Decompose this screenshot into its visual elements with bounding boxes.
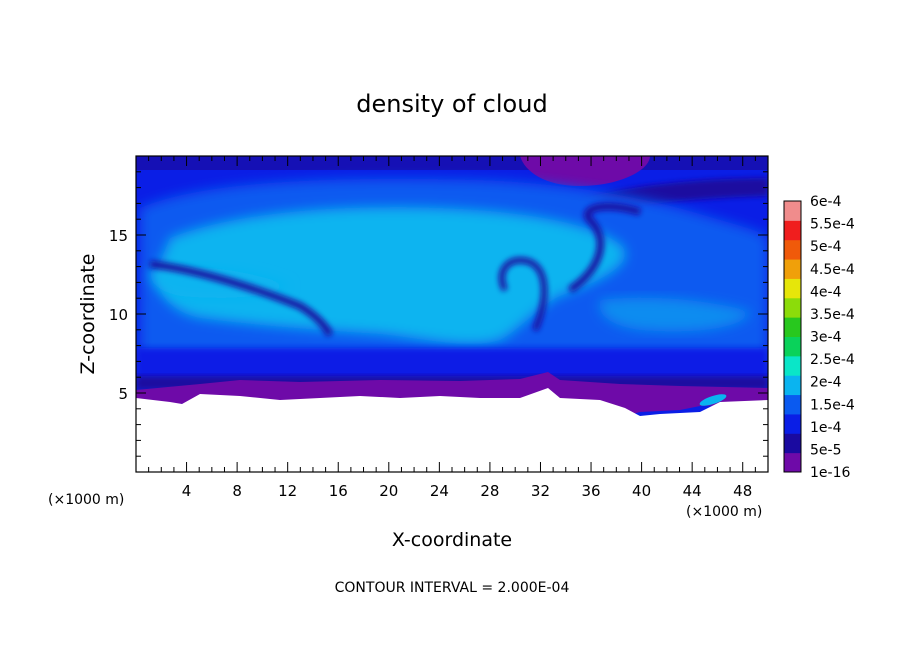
purple-top-patch	[520, 156, 650, 186]
colorbar-segment	[784, 239, 801, 260]
cyan-spot	[699, 394, 727, 406]
colorbar-segment	[784, 433, 801, 454]
colorbar-label: 3e-4	[810, 330, 842, 346]
dark-filament-left	[149, 260, 334, 337]
colorbar-segment	[784, 336, 801, 357]
x-tick-label: 36	[581, 482, 600, 500]
x-tick-label: 32	[531, 482, 550, 500]
colorbar-segment	[784, 201, 801, 221]
x-unit-left: (×1000 m)	[48, 492, 124, 508]
dark-filament-center	[498, 257, 548, 332]
chart-title: density of cloud	[356, 90, 547, 118]
colorbar-label: 1e-4	[810, 420, 842, 436]
y-tick-label: 15	[109, 227, 128, 245]
colorbar-segment	[784, 355, 801, 376]
colorbar-label: 5.5e-4	[810, 217, 855, 233]
x-tick-label: 12	[278, 482, 297, 500]
y-tick-label: 10	[109, 306, 128, 324]
cyan-right-lobe	[599, 297, 752, 332]
colorbar-segment	[784, 394, 801, 415]
x-tick-label: 48	[733, 482, 752, 500]
x-tick-label: 4	[182, 482, 192, 500]
x-tick-label: 20	[379, 482, 398, 500]
colorbar-label: 2.5e-4	[810, 352, 855, 368]
colorbar-segment	[784, 259, 801, 279]
dark-filament-right	[567, 203, 642, 293]
contour-field	[136, 156, 768, 472]
y-axis-label: Z-coordinate	[77, 254, 99, 375]
x-tick-label: 44	[683, 482, 702, 500]
x-tick-label: 28	[480, 482, 499, 500]
colorbar-label: 1.5e-4	[810, 397, 855, 413]
colorbar-label: 5e-4	[810, 239, 842, 255]
contour-interval-note: CONTOUR INTERVAL = 2.000E-04	[335, 580, 570, 596]
colorbar-label: 3.5e-4	[810, 307, 855, 323]
terrain-white-mask	[136, 388, 768, 472]
colorbar-label: 6e-4	[810, 194, 842, 210]
x-tick-label: 8	[232, 482, 242, 500]
purple-right-streak	[560, 178, 768, 222]
colorbar-label: 1e-16	[810, 465, 850, 481]
colorbar-segment	[784, 413, 801, 434]
x-unit-right: (×1000 m)	[686, 504, 762, 520]
colorbar-segment	[784, 317, 801, 337]
x-axis-label: X-coordinate	[392, 529, 512, 551]
colorbar-segment	[784, 278, 801, 299]
x-tick-label: 40	[632, 482, 651, 500]
colorbar-segment	[784, 452, 801, 473]
colorbar-label: 4.5e-4	[810, 262, 855, 278]
y-tick-label: 5	[118, 385, 128, 403]
colorbar: 1e-16 5e-5 1e-4 1.5e-4 2e-4 2.5e-4 3e-4 3.5e-4 4…	[783, 194, 855, 481]
colorbar-label: 2e-4	[810, 375, 842, 391]
colorbar-segment	[784, 375, 801, 396]
cyan-cloud-core	[157, 207, 626, 344]
colorbar-label: 5e-5	[810, 442, 841, 458]
colorbar-segment	[784, 297, 801, 318]
x-tick-label: 24	[430, 482, 449, 500]
colorbar-label: 4e-4	[810, 284, 842, 300]
colorbar-frame	[783, 200, 802, 473]
colorbar-segment	[784, 220, 801, 241]
x-tick-label: 16	[329, 482, 348, 500]
